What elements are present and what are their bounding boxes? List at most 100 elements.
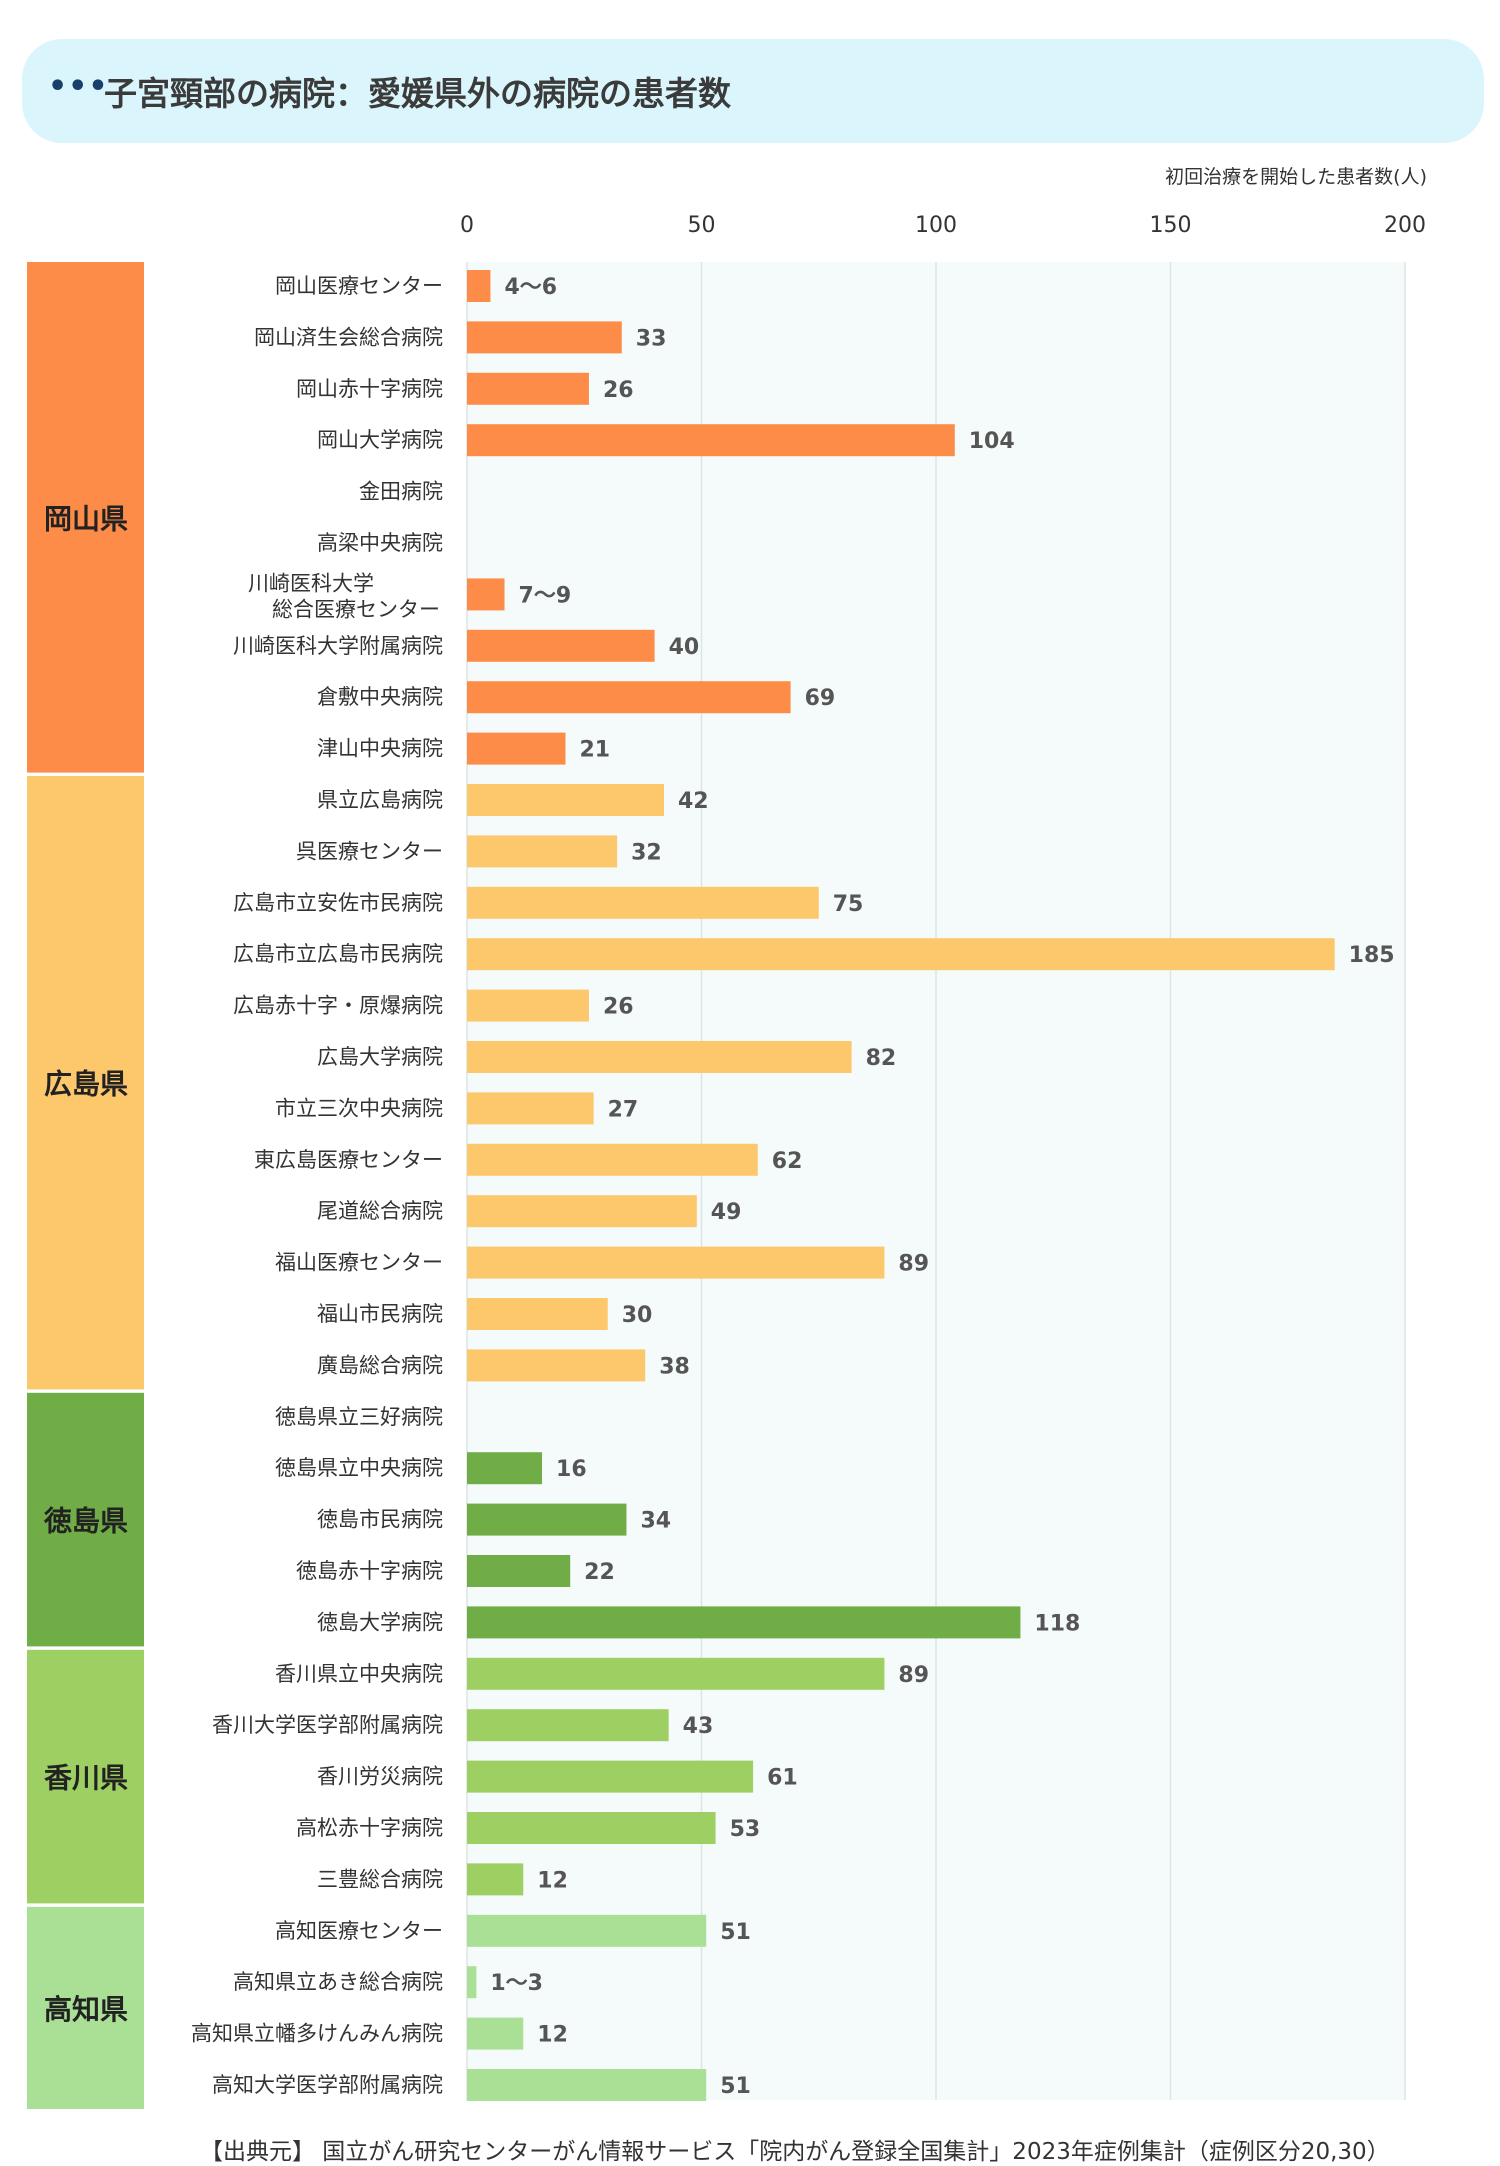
prefecture-label: 香川県 (44, 1762, 128, 1795)
hospital-label: 香川県立中央病院 (275, 1662, 443, 1686)
data-label: 49 (711, 1200, 742, 1225)
chart-header: ••• 子宮頸部の病院：愛媛県外の病院の患者数 (22, 39, 1484, 143)
prefecture-block (27, 776, 144, 1390)
bar (467, 270, 491, 302)
data-label: 16 (556, 1457, 587, 1482)
hospital-label: 津山中央病院 (317, 737, 443, 761)
data-label: 62 (772, 1149, 803, 1174)
bar (467, 732, 566, 765)
hospital-label: 徳島赤十字病院 (296, 1559, 443, 1583)
prefecture-label: 岡山県 (44, 502, 128, 535)
source-note: 【出典元】 国立がん研究センターがん情報サービス「院内がん登録全国集計」2023… (200, 2139, 1390, 2165)
hospital-label: 岡山大学病院 (317, 428, 443, 452)
hospital-label: 川崎医科大学附属病院 (233, 634, 443, 658)
prefecture-block (27, 1392, 144, 1647)
prefecture-label: 高知県 (44, 1993, 128, 2026)
data-label: 75 (833, 892, 864, 917)
bar (467, 372, 589, 405)
x-tick-label: 0 (460, 213, 474, 238)
hospital-label: 徳島県立三好病院 (275, 1405, 443, 1429)
x-tick-label: 100 (915, 213, 957, 238)
data-label: 22 (584, 1560, 615, 1585)
data-label: 51 (720, 1920, 751, 1945)
hospital-label: 高知県立あき総合病院 (233, 1970, 443, 1994)
data-label: 51 (720, 2074, 751, 2099)
data-label: 26 (603, 378, 634, 403)
x-tick-label: 200 (1384, 213, 1426, 238)
hospital-label: 県立広島病院 (317, 788, 443, 812)
hospital-label: 岡山済生会総合病院 (254, 325, 443, 349)
bar (467, 629, 655, 662)
bar (467, 835, 618, 868)
hospital-label: 高知大学医学部附属病院 (212, 2073, 443, 2097)
data-label: 185 (1349, 943, 1395, 968)
prefecture-block (27, 1649, 144, 1904)
hospital-label: 高松赤十字病院 (296, 1816, 443, 1840)
hospital-label: 広島赤十字・原爆病院 (233, 994, 443, 1018)
data-label: 61 (767, 1766, 798, 1791)
bar-chart: 0 50 100 150 200 岡山医療センター 4～6 岡山済生会総合病院 33 岡山赤十字病… (27, 213, 1426, 2109)
hospital-label: 尾道総合病院 (317, 1199, 443, 1223)
data-label: 69 (805, 686, 836, 711)
hospital-label: 広島市立安佐市民病院 (233, 891, 443, 915)
hospital-label: 広島市立広島市民病院 (233, 942, 443, 966)
bar (467, 938, 1335, 971)
hospital-label: 広島大学病院 (317, 1045, 443, 1069)
data-label: 118 (1034, 1611, 1080, 1636)
hospital-label: 福山医療センター (275, 1251, 443, 1275)
hospital-label: 高梁中央病院 (317, 531, 443, 555)
bar (467, 321, 622, 354)
data-label: 53 (730, 1817, 761, 1842)
x-tick-label: 150 (1150, 213, 1192, 238)
hospital-label: 岡山医療センター (275, 274, 443, 298)
hospital-label: 徳島県立中央病院 (275, 1456, 443, 1480)
data-label: 42 (678, 789, 709, 814)
hospital-label: 市立三次中央病院 (275, 1096, 443, 1120)
hospital-label: 徳島大学病院 (317, 1610, 443, 1634)
prefecture-label: 広島県 (44, 1068, 128, 1101)
data-label: 21 (579, 738, 610, 763)
bar (467, 681, 791, 714)
bar (467, 1863, 524, 1896)
bar (467, 1812, 716, 1844)
data-label: 30 (622, 1303, 653, 1328)
bar (467, 1503, 627, 1536)
data-label: 1～3 (490, 1971, 543, 1996)
bar (467, 1143, 758, 1176)
hospital-label: 倉敷中央病院 (317, 685, 443, 709)
bar (467, 2069, 707, 2101)
bar (467, 1298, 608, 1330)
bar (467, 1246, 885, 1279)
hospital-label: 金田病院 (359, 480, 443, 504)
data-label: 32 (631, 840, 662, 865)
hospital-label: 総合医療センター (272, 597, 440, 621)
page-title: 子宮頸部の病院：愛媛県外の病院の患者数 (104, 74, 731, 113)
bar (467, 1709, 669, 1742)
hospital-label: 徳島市民病院 (317, 1508, 443, 1532)
hospital-label: 高知医療センター (275, 1919, 443, 1943)
bar (467, 886, 819, 919)
prefecture-block (27, 262, 144, 773)
data-label: 38 (659, 1354, 690, 1379)
data-label: 4～6 (504, 275, 557, 300)
bar (467, 1195, 697, 1228)
hospital-label: 香川大学医学部附属病院 (212, 1713, 443, 1737)
hospital-label: 東広島医療センター (254, 1148, 443, 1172)
data-label: 12 (537, 2023, 568, 2048)
axis-unit-label: 初回治療を開始した患者数(人) (1165, 166, 1427, 188)
hospital-label: 川崎医科大学 (248, 571, 374, 595)
bar (467, 1092, 594, 1125)
bar (467, 1555, 571, 1587)
prefecture-block (27, 1906, 144, 2109)
bar (467, 1349, 646, 1382)
data-label: 12 (537, 1868, 568, 1893)
data-label: 27 (608, 1097, 639, 1122)
bar (467, 2017, 524, 2050)
bar (467, 578, 505, 611)
bar (467, 989, 589, 1022)
hospital-label: 香川労災病院 (317, 1765, 443, 1789)
data-label: 34 (640, 1509, 671, 1534)
data-label: 7～9 (519, 583, 572, 608)
prefecture-label: 徳島県 (43, 1505, 128, 1538)
hospital-label: 高知県立幡多けんみん病院 (191, 2022, 443, 2046)
